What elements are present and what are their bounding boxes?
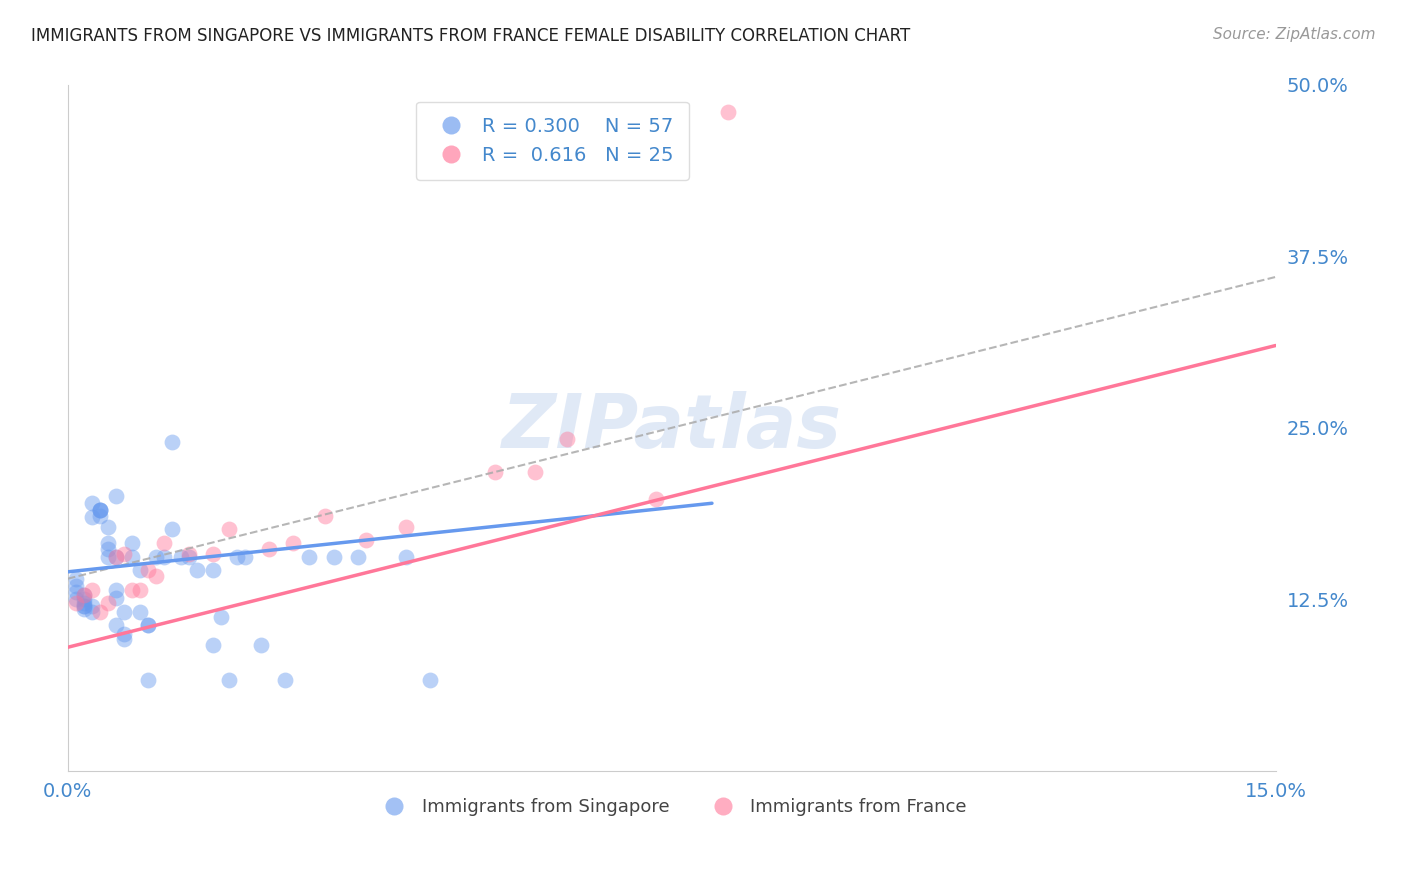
Point [354,533,377,548]
Point [346,549,368,564]
Point [65,585,87,599]
Point [89,503,111,517]
Point [121,536,143,550]
Point [169,549,191,564]
Point [233,549,256,564]
Point [201,638,224,652]
Point [186,564,208,578]
Point [484,465,506,479]
Point [105,489,128,503]
Point [105,618,128,632]
Point [112,626,135,640]
Point [136,564,159,578]
Point [65,596,87,610]
Point [136,618,159,632]
Point [73,592,96,607]
Point [112,605,135,619]
Point [717,105,740,120]
Point [105,582,128,597]
Point [121,549,143,564]
Point [129,605,152,619]
Point [298,549,321,564]
Point [80,605,103,619]
Point [177,549,200,564]
Point [89,503,111,517]
Point [250,638,273,652]
Point [129,582,152,597]
Point [162,434,184,449]
Point [225,549,247,564]
Point [201,547,224,561]
Point [80,510,103,524]
Point [65,572,87,586]
Legend: Immigrants from Singapore, Immigrants from France: Immigrants from Singapore, Immigrants fr… [370,791,974,823]
Point [153,536,176,550]
Point [89,503,111,517]
Point [73,588,96,602]
Point [89,605,111,619]
Point [145,549,167,564]
Point [73,599,96,613]
Point [97,541,120,556]
Point [177,547,200,561]
Point [112,632,135,646]
Point [644,492,666,507]
Point [257,541,280,556]
Point [73,596,96,610]
Point [153,549,176,564]
Text: Source: ZipAtlas.com: Source: ZipAtlas.com [1212,27,1375,42]
Point [73,602,96,616]
Text: ZIPatlas: ZIPatlas [502,392,842,465]
Point [162,522,184,536]
Point [201,564,224,578]
Point [73,599,96,613]
Point [136,673,159,688]
Text: IMMIGRANTS FROM SINGAPORE VS IMMIGRANTS FROM FRANCE FEMALE DISABILITY CORRELATIO: IMMIGRANTS FROM SINGAPORE VS IMMIGRANTS … [31,27,910,45]
Point [97,536,120,550]
Point [121,582,143,597]
Point [283,536,305,550]
Point [136,618,159,632]
Point [395,519,418,533]
Point [80,496,103,510]
Point [65,578,87,592]
Point [274,673,297,688]
Point [105,591,128,605]
Point [89,508,111,523]
Point [105,549,128,564]
Point [218,522,240,536]
Point [97,519,120,533]
Point [419,673,441,688]
Point [80,582,103,597]
Point [105,549,128,564]
Point [314,508,336,523]
Point [97,596,120,610]
Point [65,592,87,607]
Point [209,610,232,624]
Point [129,564,152,578]
Point [80,599,103,613]
Point [523,465,546,479]
Point [322,549,344,564]
Point [97,549,120,564]
Point [218,673,240,688]
Point [145,569,167,583]
Point [112,547,135,561]
Point [555,432,578,446]
Point [73,588,96,602]
Point [395,549,418,564]
